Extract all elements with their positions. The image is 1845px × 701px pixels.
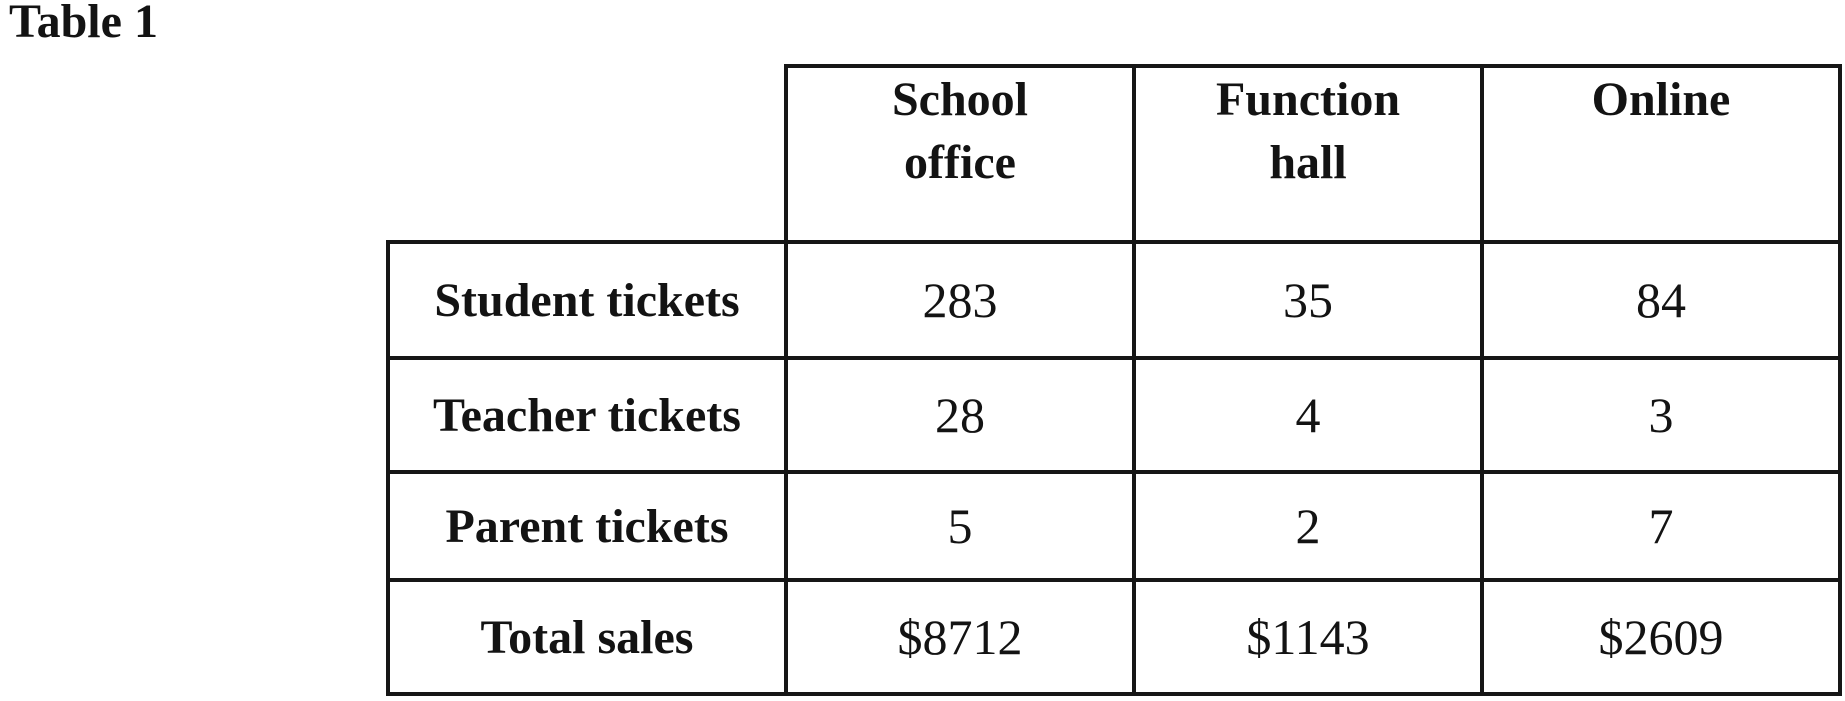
table-row-parent-tickets: Parent tickets 5 2 7 — [386, 470, 1842, 582]
table-row-total-sales: Total sales $8712 $1143 $2609 — [386, 578, 1842, 696]
row-label-student-tickets: Student tickets — [386, 240, 788, 360]
cell-teacher-school-office: 28 — [784, 356, 1136, 474]
row-label-parent-tickets: Parent tickets — [386, 470, 788, 582]
cell-parent-function-hall: 2 — [1132, 470, 1484, 582]
row-label-total-sales: Total sales — [386, 578, 788, 696]
cell-parent-school-office: 5 — [784, 470, 1136, 582]
table-caption: Table 1 — [9, 0, 158, 48]
cell-student-function-hall: 35 — [1132, 240, 1484, 360]
cell-student-online: 84 — [1480, 240, 1842, 360]
table-row-student-tickets: Student tickets 283 35 84 — [386, 240, 1842, 360]
table-row-teacher-tickets: Teacher tickets 28 4 3 — [386, 356, 1842, 474]
cell-teacher-function-hall: 4 — [1132, 356, 1484, 474]
header-row: School office Function hall Online — [388, 64, 1842, 244]
cell-teacher-online: 3 — [1480, 356, 1842, 474]
cell-student-school-office: 283 — [784, 240, 1136, 360]
cell-parent-online: 7 — [1480, 470, 1842, 582]
row-label-teacher-tickets: Teacher tickets — [386, 356, 788, 474]
cell-total-function-hall: $1143 — [1132, 578, 1484, 696]
empty-corner-cell — [388, 66, 786, 242]
col-header-function-hall: Function hall — [1132, 64, 1484, 244]
col-header-online: Online — [1480, 64, 1842, 244]
col-header-school-office: School office — [784, 64, 1136, 244]
cell-total-online: $2609 — [1480, 578, 1842, 696]
ticket-sales-table: School office Function hall Online Stude… — [386, 64, 1842, 696]
cell-total-school-office: $8712 — [784, 578, 1136, 696]
